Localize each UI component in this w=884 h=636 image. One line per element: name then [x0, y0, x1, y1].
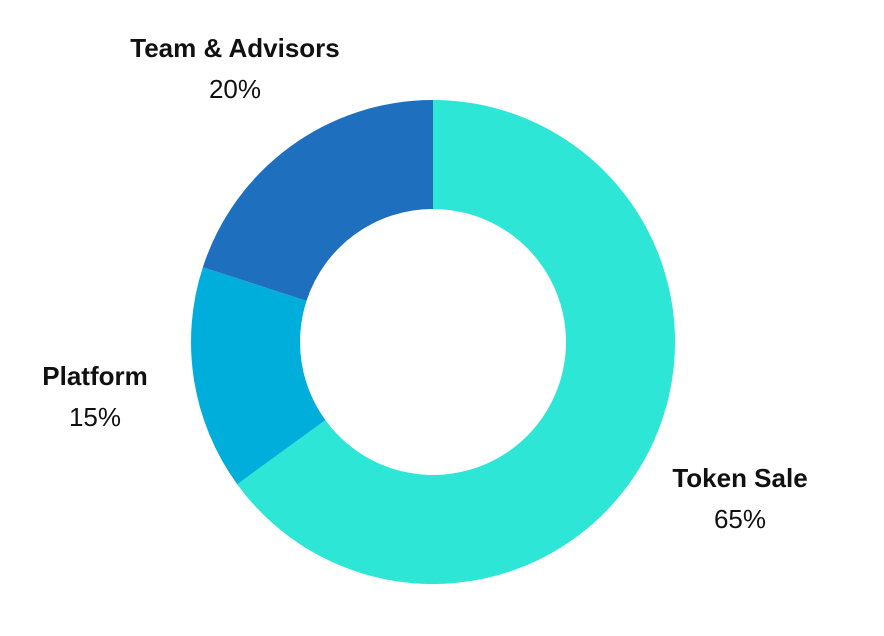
slice-label: Platform: [42, 361, 148, 391]
slice-value: 20%: [208, 74, 262, 104]
label-platform: Platform 15%: [42, 361, 147, 433]
label-team-advisors: Team & Advisors 20%: [130, 33, 340, 105]
label-token-sale: Token Sale 65%: [672, 463, 807, 535]
slice-value: 15%: [68, 402, 122, 432]
slice-value: 65%: [713, 504, 767, 534]
slice-label: Team & Advisors: [130, 33, 340, 63]
slice-team-advisors: [202, 100, 433, 301]
slice-token-sale: [237, 100, 675, 584]
slice-label: Token Sale: [672, 463, 808, 493]
slice-platform: [190, 267, 326, 485]
